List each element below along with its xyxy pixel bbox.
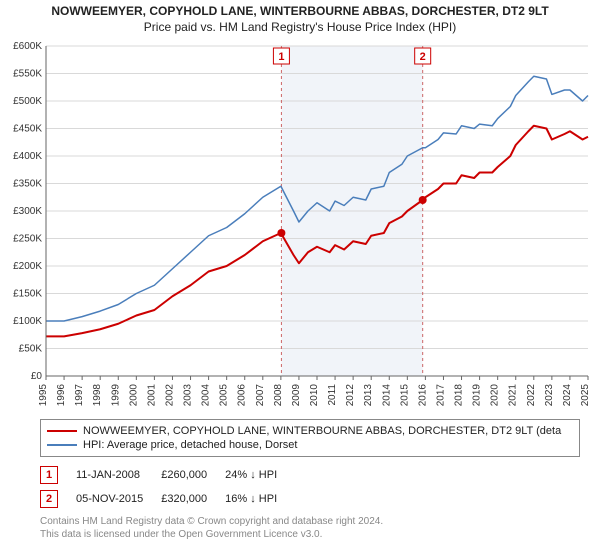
legend-label: HPI: Average price, detached house, Dors… <box>83 439 297 451</box>
svg-text:2023: 2023 <box>544 384 555 407</box>
svg-text:2021: 2021 <box>508 384 519 407</box>
svg-text:2009: 2009 <box>291 384 302 407</box>
chart-container: £0 £50K £100K £150K £200K £250K £300K £350K £400… <box>0 40 600 413</box>
page-title: NOWWEEMYER, COPYHOLD LANE, WINTERBOURNE … <box>0 0 600 18</box>
svg-text:2016: 2016 <box>417 384 428 407</box>
svg-text:£150K: £150K <box>13 289 42 300</box>
legend-label: NOWWEEMYER, COPYHOLD LANE, WINTERBOURNE … <box>83 425 561 437</box>
svg-text:£100K: £100K <box>13 316 42 327</box>
svg-text:2010: 2010 <box>309 384 320 407</box>
svg-text:2015: 2015 <box>399 384 410 407</box>
footnote-line: This data is licensed under the Open Gov… <box>40 528 580 541</box>
svg-text:£350K: £350K <box>13 179 42 190</box>
marker-box-icon: 1 <box>40 466 58 484</box>
svg-text:2002: 2002 <box>164 384 175 407</box>
svg-text:2020: 2020 <box>490 384 501 407</box>
svg-text:£200K: £200K <box>13 261 42 272</box>
table-row: 2 05-NOV-2015 £320,000 16% ↓ HPI <box>40 487 295 511</box>
svg-text:2001: 2001 <box>146 384 157 407</box>
svg-text:2025: 2025 <box>580 384 591 407</box>
svg-text:2005: 2005 <box>219 384 230 407</box>
marker-price: £320,000 <box>161 487 225 511</box>
legend: NOWWEEMYER, COPYHOLD LANE, WINTERBOURNE … <box>40 419 580 457</box>
svg-text:2012: 2012 <box>345 384 356 407</box>
svg-text:£50K: £50K <box>19 344 43 355</box>
svg-text:1998: 1998 <box>92 384 103 407</box>
marker-price: £260,000 <box>161 463 225 487</box>
svg-text:£500K: £500K <box>13 96 42 107</box>
svg-text:2006: 2006 <box>237 384 248 407</box>
svg-text:2022: 2022 <box>526 384 537 407</box>
table-row: 1 11-JAN-2008 £260,000 24% ↓ HPI <box>40 463 295 487</box>
svg-text:£300K: £300K <box>13 206 42 217</box>
marker-delta: 24% ↓ HPI <box>225 463 295 487</box>
legend-item: HPI: Average price, detached house, Dors… <box>47 438 573 452</box>
svg-text:1: 1 <box>278 51 284 63</box>
svg-text:2007: 2007 <box>255 384 266 407</box>
svg-text:2: 2 <box>420 51 426 63</box>
marker-table: 1 11-JAN-2008 £260,000 24% ↓ HPI 2 05-NO… <box>40 463 295 511</box>
svg-text:£550K: £550K <box>13 69 42 80</box>
svg-text:1999: 1999 <box>110 384 121 407</box>
legend-swatch <box>47 430 77 432</box>
svg-text:2004: 2004 <box>201 384 212 407</box>
svg-text:2003: 2003 <box>183 384 194 407</box>
svg-text:£250K: £250K <box>13 234 42 245</box>
svg-text:2013: 2013 <box>363 384 374 407</box>
svg-text:£450K: £450K <box>13 124 42 135</box>
svg-text:2008: 2008 <box>273 384 284 407</box>
svg-text:1996: 1996 <box>56 384 67 407</box>
footnote-line: Contains HM Land Registry data © Crown c… <box>40 515 580 528</box>
svg-text:1995: 1995 <box>38 384 49 407</box>
svg-text:2024: 2024 <box>562 384 573 407</box>
legend-swatch <box>47 444 77 446</box>
svg-text:2000: 2000 <box>128 384 139 407</box>
page-subtitle: Price paid vs. HM Land Registry's House … <box>0 18 600 40</box>
marker-box-icon: 2 <box>40 490 58 508</box>
svg-text:£0: £0 <box>31 371 43 382</box>
marker-date: 11-JAN-2008 <box>76 463 161 487</box>
svg-text:£600K: £600K <box>13 41 42 52</box>
marker-delta: 16% ↓ HPI <box>225 487 295 511</box>
svg-text:2014: 2014 <box>381 384 392 407</box>
footnote: Contains HM Land Registry data © Crown c… <box>40 515 580 541</box>
svg-text:£400K: £400K <box>13 151 42 162</box>
svg-text:2019: 2019 <box>472 384 483 407</box>
svg-text:1997: 1997 <box>74 384 85 407</box>
price-chart: £0 £50K £100K £150K £200K £250K £300K £350K £400… <box>0 40 600 410</box>
legend-item: NOWWEEMYER, COPYHOLD LANE, WINTERBOURNE … <box>47 424 573 438</box>
svg-text:2018: 2018 <box>454 384 465 407</box>
svg-text:2017: 2017 <box>435 384 446 407</box>
svg-text:2011: 2011 <box>327 384 338 406</box>
marker-date: 05-NOV-2015 <box>76 487 161 511</box>
